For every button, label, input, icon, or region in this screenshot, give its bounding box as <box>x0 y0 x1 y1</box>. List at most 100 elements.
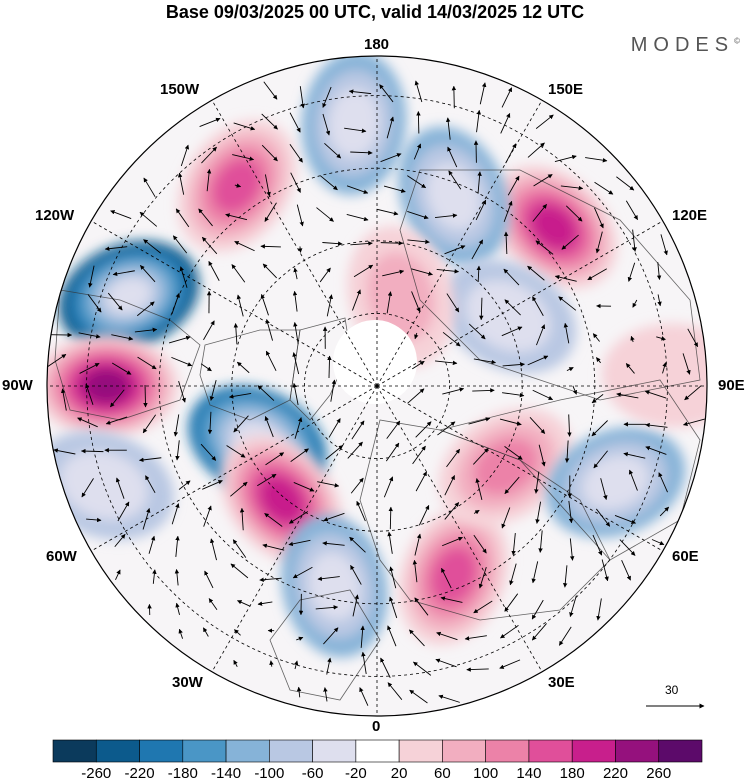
wind-arrow <box>623 452 646 459</box>
lon-label-60e: 60E <box>672 548 699 565</box>
wind-arrow <box>451 85 457 109</box>
wind-arrow <box>600 478 608 500</box>
colorbar-tick-label: 260 <box>646 765 672 782</box>
wind-arrow <box>200 443 217 461</box>
wind-arrow <box>107 292 123 311</box>
wind-arrow <box>446 293 460 313</box>
wind-arrow <box>601 559 609 582</box>
lon-label-180: 180 <box>364 36 390 53</box>
wind-arrow <box>442 387 465 395</box>
wind-arrow <box>236 294 244 317</box>
wind-arrow <box>595 231 603 254</box>
wind-arrow <box>389 596 398 619</box>
wind-arrow <box>447 146 458 168</box>
wind-arrow <box>471 239 484 260</box>
wind-arrow <box>326 294 334 317</box>
wind-arrow <box>644 390 667 399</box>
wind-arrow <box>434 213 458 218</box>
wind-arrow <box>137 356 157 370</box>
wind-arrow <box>322 541 345 546</box>
wind-arrow <box>226 445 246 458</box>
anomaly-blob <box>58 240 199 351</box>
wind-arrow <box>234 241 255 252</box>
wind-arrow <box>383 476 394 498</box>
wind-arrow <box>261 144 278 162</box>
wind-arrow <box>534 471 540 494</box>
colorbar-tick-label: 100 <box>473 765 499 782</box>
wind-arrow <box>535 240 554 255</box>
anomaly-blob <box>438 408 573 525</box>
colorbar-tick-label: 220 <box>602 765 628 782</box>
wind-arrow <box>445 117 451 140</box>
wind-arrow <box>411 268 433 276</box>
wind-arrow <box>684 385 702 401</box>
wind-arrow <box>315 605 339 610</box>
wind-arrow <box>326 657 332 675</box>
wind-arrow <box>202 627 209 637</box>
wind-arrow <box>413 143 422 160</box>
wind-arrow <box>210 538 217 561</box>
wind-arrow <box>682 353 691 375</box>
wind-arrow <box>264 513 283 527</box>
coastlines <box>54 169 701 701</box>
wind-arrow <box>567 414 572 437</box>
wind-arrow <box>464 635 487 641</box>
colorbar-tick-label: 20 <box>390 765 408 782</box>
coastline <box>438 379 701 561</box>
wind-arrow <box>322 241 343 246</box>
wind-arrow <box>79 362 100 374</box>
wind-arrow <box>531 599 544 620</box>
colorbar-swatch <box>398 739 443 763</box>
wind-arrow <box>110 389 125 408</box>
wind-arrow <box>81 478 94 498</box>
wind-arrow <box>407 388 425 404</box>
wind-arrow <box>442 331 461 347</box>
wind-arrow <box>376 208 399 216</box>
wind-arrow <box>85 383 94 405</box>
wind-arrow <box>407 211 429 220</box>
wind-arrow <box>593 450 608 469</box>
wind-arrow <box>562 565 568 588</box>
wind-arrow <box>409 629 425 647</box>
colorbar-tick-label: -60 <box>301 765 324 782</box>
wind-arrow <box>444 245 466 255</box>
wind-arrow <box>412 559 418 583</box>
wind-arrow <box>201 146 217 164</box>
wind-arrow <box>387 682 403 700</box>
wind-arrow <box>177 172 185 195</box>
meridian-line <box>211 385 378 672</box>
wind-arrow <box>293 321 299 345</box>
wind-arrow <box>412 360 425 370</box>
wind-arrow <box>324 142 342 159</box>
wind-arrow <box>595 508 611 527</box>
wind-arrow <box>152 569 157 584</box>
wind-arrow <box>319 267 331 283</box>
wind-arrow <box>409 689 428 704</box>
wind-arrow <box>479 297 484 321</box>
wind-arrow <box>625 363 635 374</box>
wind-arrow <box>468 323 486 340</box>
wind-arrow <box>174 568 180 586</box>
wind-arrow <box>504 476 520 495</box>
wind-arrow <box>473 600 493 614</box>
wind-arrow <box>168 335 191 344</box>
lon-label-30w: 30W <box>172 674 203 691</box>
wind-arrow <box>473 534 487 554</box>
wind-arrow <box>232 539 247 558</box>
wind-arrow <box>140 265 156 283</box>
wind-arrow <box>569 538 575 561</box>
wind-arrow <box>293 660 299 670</box>
wind-arrow <box>440 596 463 603</box>
wind-arrow <box>136 301 155 317</box>
wind-arrow <box>171 292 180 315</box>
wind-arrow <box>380 153 402 163</box>
wind-arrow <box>475 199 487 221</box>
wind-arrow <box>148 535 156 554</box>
wind-arrow <box>361 651 367 674</box>
wind-arrow <box>114 533 126 548</box>
wind-arrow <box>142 414 157 434</box>
wind-arrow <box>78 332 101 339</box>
lon-label-120e: 120E <box>672 207 708 224</box>
wind-arrow <box>385 442 400 462</box>
wind-arrow <box>347 441 363 459</box>
